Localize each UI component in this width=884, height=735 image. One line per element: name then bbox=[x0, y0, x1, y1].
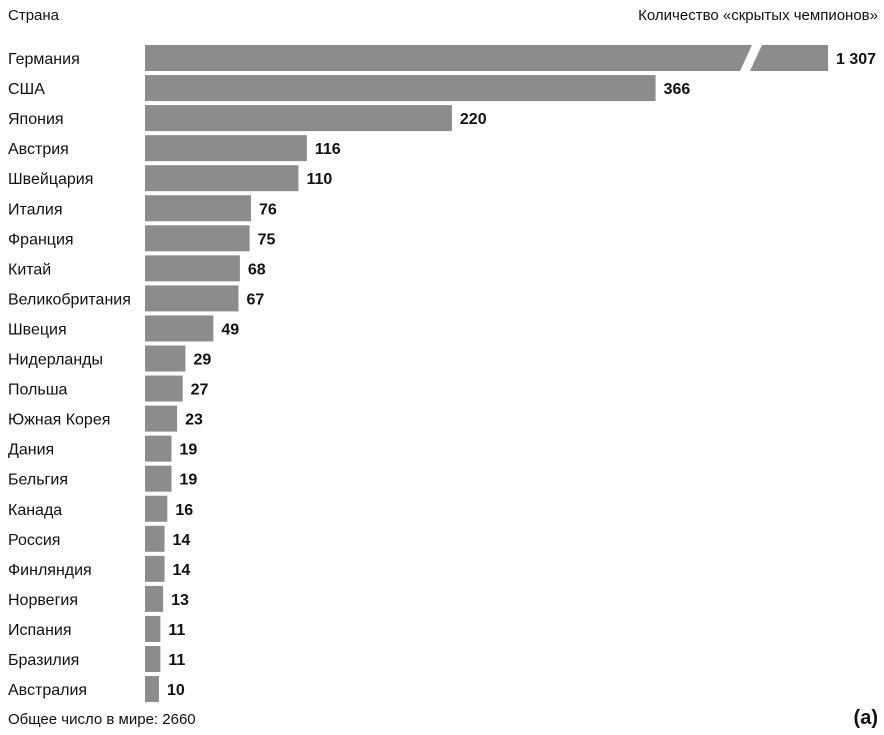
value-label: 10 bbox=[167, 682, 185, 699]
bar bbox=[145, 285, 239, 312]
category-label: Япония bbox=[8, 111, 64, 128]
bar bbox=[145, 255, 240, 282]
header-country: Страна bbox=[8, 7, 60, 24]
category-label: Южная Корея bbox=[8, 412, 110, 429]
category-label: Австрия bbox=[8, 141, 69, 158]
bar bbox=[145, 75, 656, 102]
bar bbox=[145, 405, 178, 432]
category-label: Финляндия bbox=[8, 562, 92, 579]
value-label: 68 bbox=[248, 261, 266, 278]
header-count: Количество «скрытых чемпионов» bbox=[638, 7, 878, 24]
category-label: Франция bbox=[8, 231, 74, 248]
bar bbox=[145, 525, 165, 552]
category-label: Испания bbox=[8, 622, 72, 639]
value-label: 11 bbox=[168, 652, 185, 669]
bar bbox=[145, 495, 168, 522]
bar bbox=[145, 646, 161, 672]
bar bbox=[145, 585, 164, 612]
bar bbox=[145, 105, 452, 132]
bar bbox=[145, 435, 172, 462]
bar bbox=[145, 315, 214, 342]
category-label: Нидерланды bbox=[8, 352, 103, 369]
value-label: 27 bbox=[191, 382, 209, 399]
value-label: 49 bbox=[221, 321, 239, 338]
bar bbox=[145, 375, 183, 402]
bar bbox=[145, 45, 752, 71]
value-label: 366 bbox=[664, 81, 691, 98]
category-label: Канада bbox=[8, 502, 62, 519]
bar bbox=[145, 555, 165, 582]
bar-break-segment bbox=[750, 45, 828, 71]
category-label: Великобритания bbox=[8, 291, 131, 308]
value-label: 14 bbox=[173, 562, 191, 579]
category-label: Китай bbox=[8, 261, 51, 278]
category-label: Норвегия bbox=[8, 592, 78, 609]
value-label: 16 bbox=[175, 502, 193, 519]
value-label: 19 bbox=[180, 442, 198, 459]
value-label: 23 bbox=[185, 412, 203, 429]
footnote: Общее число в мире: 2660 bbox=[8, 711, 196, 728]
category-label: Бельгия bbox=[8, 472, 68, 489]
bar bbox=[145, 165, 299, 192]
bar bbox=[145, 676, 159, 703]
category-label: Австралия bbox=[8, 682, 87, 699]
bar bbox=[145, 615, 161, 642]
panel-label: (a) bbox=[854, 707, 878, 729]
value-label: 1 307 bbox=[836, 51, 876, 68]
category-label: Швеция bbox=[8, 321, 67, 338]
category-label: США bbox=[8, 81, 45, 98]
value-label: 220 bbox=[460, 111, 487, 128]
category-label: Бразилия bbox=[8, 652, 79, 669]
value-label: 11 bbox=[168, 622, 185, 639]
value-label: 29 bbox=[193, 352, 211, 369]
bars-group: Германия 1 307 США 366 Япония 220 Австрия 116 Шв… bbox=[8, 45, 876, 703]
category-label: Италия bbox=[8, 201, 62, 218]
category-label: Дания bbox=[8, 442, 54, 459]
bar bbox=[145, 135, 307, 162]
value-label: 76 bbox=[259, 201, 277, 218]
category-label: Польша bbox=[8, 382, 68, 399]
value-label: 13 bbox=[171, 592, 189, 609]
value-label: 19 bbox=[180, 472, 198, 489]
bar bbox=[145, 465, 172, 492]
value-label: 14 bbox=[173, 532, 191, 549]
category-label: Швейцария bbox=[8, 171, 93, 188]
bar bbox=[145, 195, 252, 222]
value-label: 75 bbox=[258, 231, 276, 248]
category-label: Германия bbox=[8, 51, 80, 68]
value-label: 116 bbox=[315, 141, 341, 158]
bar bbox=[145, 345, 186, 372]
category-label: Россия bbox=[8, 532, 60, 549]
bar bbox=[145, 225, 250, 252]
value-label: 67 bbox=[246, 291, 264, 308]
value-label: 110 bbox=[306, 171, 332, 188]
